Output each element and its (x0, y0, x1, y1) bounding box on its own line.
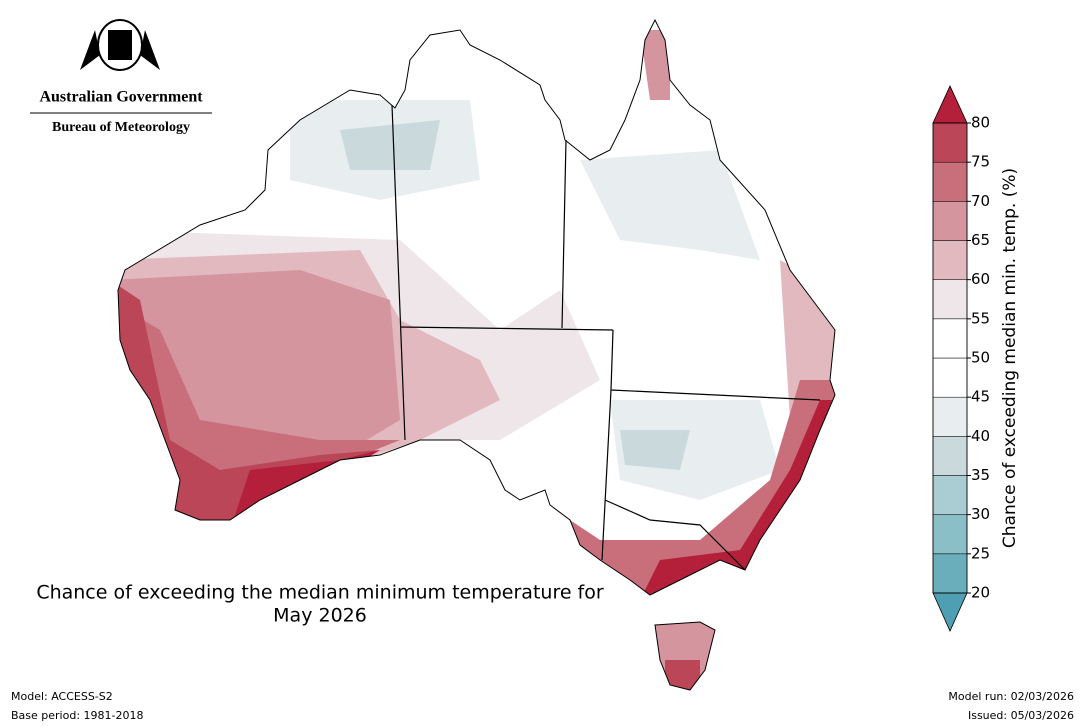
colorbar-tick-label: 20 (971, 584, 990, 602)
colorbar-bin (932, 240, 968, 280)
agency-name: Bureau of Meteorology (52, 120, 190, 135)
colorbar-bin (932, 514, 968, 555)
colorbar-tick-label: 70 (971, 192, 990, 210)
colorbar-bin (932, 161, 968, 202)
colorbar-tick-label: 60 (971, 270, 990, 288)
colorbar-tick-label: 50 (971, 349, 990, 367)
colorbar-bin (932, 318, 968, 359)
government-name: Australian Government (39, 89, 203, 106)
state-borders (391, 104, 821, 571)
colorbar-tick-label: 75 (971, 153, 990, 171)
colorbar-bin (932, 475, 968, 515)
colorbar-bin (932, 436, 968, 476)
colorbar-tick-label: 55 (971, 309, 990, 327)
model-name: Model: ACCESS-S2 (11, 690, 113, 703)
colorbar-tick-label: 45 (971, 388, 990, 406)
colorbar-bin (932, 279, 968, 320)
colorbar: 20 25 30 35 40 45 50 55 60 65 70 75 80 (932, 85, 990, 632)
map-title: May 2026 (273, 605, 367, 627)
model-run: Model run: 02/03/2026 (948, 690, 1074, 703)
map-title: Chance of exceeding the median minimum t… (36, 582, 604, 604)
logo: Australian Government Bureau of Meteorol… (30, 19, 212, 135)
colorbar-tick-label: 40 (971, 427, 990, 445)
colorbar-bin (932, 201, 968, 241)
colorbar-tick-label: 35 (971, 466, 990, 484)
colorbar-over (932, 85, 968, 124)
colorbar-tick-label: 30 (971, 505, 990, 523)
colorbar-tick-label: 25 (971, 544, 990, 562)
colorbar-bin (932, 553, 968, 594)
issued-date: Issued: 05/03/2026 (968, 709, 1074, 722)
colorbar-tick-label: 80 (971, 114, 990, 132)
colorbar-bin (932, 396, 968, 437)
colorbar-bin (932, 357, 968, 398)
colorbar-under (932, 592, 968, 632)
base-period: Base period: 1981-2018 (11, 709, 143, 722)
colorbar-bin (932, 122, 968, 163)
colorbar-label: Chance of exceeding median min. temp. (%… (1000, 168, 1020, 548)
colorbar-tick-label: 65 (971, 231, 990, 249)
